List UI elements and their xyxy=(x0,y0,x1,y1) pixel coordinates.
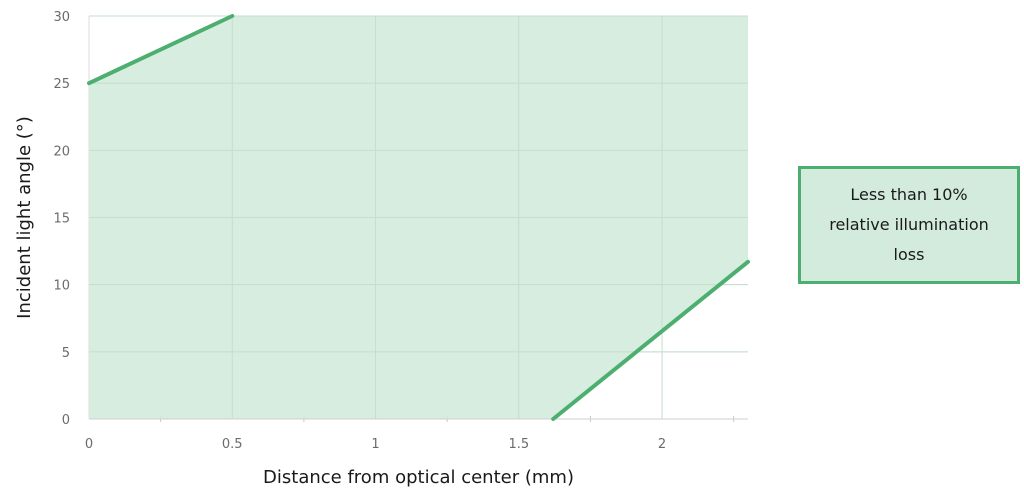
y-tick-label: 15 xyxy=(53,212,70,227)
illumination-region xyxy=(89,15,748,420)
y-tick-label: 5 xyxy=(62,346,70,361)
y-axis-title: Incident light angle (°) xyxy=(14,116,35,319)
x-tick-label: 0 xyxy=(85,437,93,452)
x-tick-label: 0.5 xyxy=(222,437,243,452)
y-tick-label: 0 xyxy=(62,413,70,428)
y-tick-label: 25 xyxy=(53,77,70,92)
boundary-line-2 xyxy=(551,259,750,421)
boundary-line-1 xyxy=(87,14,235,86)
y-tick-label: 20 xyxy=(53,144,70,159)
y-tick-label: 30 xyxy=(53,10,70,25)
x-tick-label: 1 xyxy=(371,437,379,452)
legend-box: Less than 10% relative illumination loss xyxy=(798,166,1020,284)
legend-label: Less than 10% relative illumination loss xyxy=(829,185,989,264)
series-lines xyxy=(87,14,750,421)
x-tick-label: 1.5 xyxy=(508,437,529,452)
x-tick-label: 2 xyxy=(658,437,666,452)
x-axis-title: Distance from optical center (mm) xyxy=(263,467,574,488)
y-tick-label: 10 xyxy=(53,279,70,294)
